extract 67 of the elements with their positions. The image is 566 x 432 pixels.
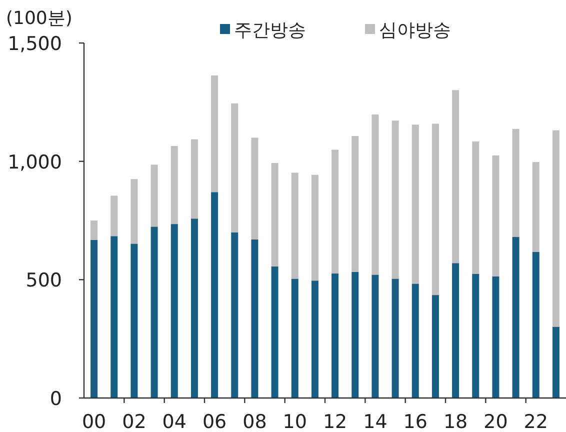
bar xyxy=(412,284,419,398)
x-tick-label: 20 xyxy=(484,411,508,432)
x-tick-label: 12 xyxy=(322,411,348,432)
bar xyxy=(392,120,399,279)
bar xyxy=(311,174,318,281)
bar xyxy=(291,172,298,279)
bar xyxy=(352,272,359,398)
x-tick-label: 18 xyxy=(443,411,468,432)
bar xyxy=(190,218,198,398)
bar xyxy=(332,274,339,398)
y-tick-label: 1,000 xyxy=(8,151,62,174)
x-tick-label: 08 xyxy=(242,411,267,432)
bar xyxy=(492,276,500,398)
y-tick-label: 500 xyxy=(26,270,62,292)
bar xyxy=(90,240,98,398)
bar xyxy=(130,179,138,244)
x-tick-label: 10 xyxy=(282,411,307,432)
bar xyxy=(211,75,218,192)
bar xyxy=(352,136,359,272)
bar xyxy=(231,103,238,232)
y-tick-label: 0 xyxy=(50,388,62,410)
x-tick-label: 06 xyxy=(202,411,227,432)
bar xyxy=(271,162,278,266)
bar xyxy=(552,326,560,398)
bar xyxy=(110,236,118,398)
bar xyxy=(412,124,419,284)
bar xyxy=(492,155,500,276)
bar xyxy=(432,124,439,296)
bar xyxy=(231,232,238,398)
bar xyxy=(311,280,318,398)
bar xyxy=(512,128,520,237)
legend-label: 주간방송 xyxy=(234,20,306,41)
bar xyxy=(271,266,278,398)
bar xyxy=(472,141,480,274)
bar xyxy=(532,162,540,252)
bar xyxy=(532,252,540,398)
x-tick-label: 00 xyxy=(82,411,106,432)
y-tick-label: 1,500 xyxy=(8,33,62,55)
y-axis-title: (100분) xyxy=(6,8,72,29)
bar xyxy=(452,263,460,398)
bar xyxy=(452,90,460,264)
bar xyxy=(472,274,480,398)
bar xyxy=(170,146,178,224)
bar xyxy=(130,244,138,398)
bar xyxy=(372,274,379,398)
x-tick-label: 14 xyxy=(363,411,388,432)
bar xyxy=(552,130,560,327)
bar xyxy=(170,224,178,398)
x-tick-label: 02 xyxy=(122,411,146,432)
bar xyxy=(211,192,218,398)
bar xyxy=(332,150,339,274)
bar xyxy=(251,239,258,398)
bar xyxy=(432,295,439,398)
bar xyxy=(291,278,298,398)
x-tick-label: 04 xyxy=(162,411,186,432)
x-tick-label: 16 xyxy=(403,411,428,432)
bar xyxy=(372,114,379,275)
bar xyxy=(150,164,158,227)
bar xyxy=(512,236,520,398)
x-tick-label: 22 xyxy=(524,411,548,432)
legend-label: 심야방송 xyxy=(379,20,451,41)
bar xyxy=(392,278,399,398)
bar xyxy=(251,138,258,240)
bar xyxy=(190,139,198,219)
bar xyxy=(90,220,98,240)
bar xyxy=(110,196,118,236)
bar xyxy=(150,226,158,398)
